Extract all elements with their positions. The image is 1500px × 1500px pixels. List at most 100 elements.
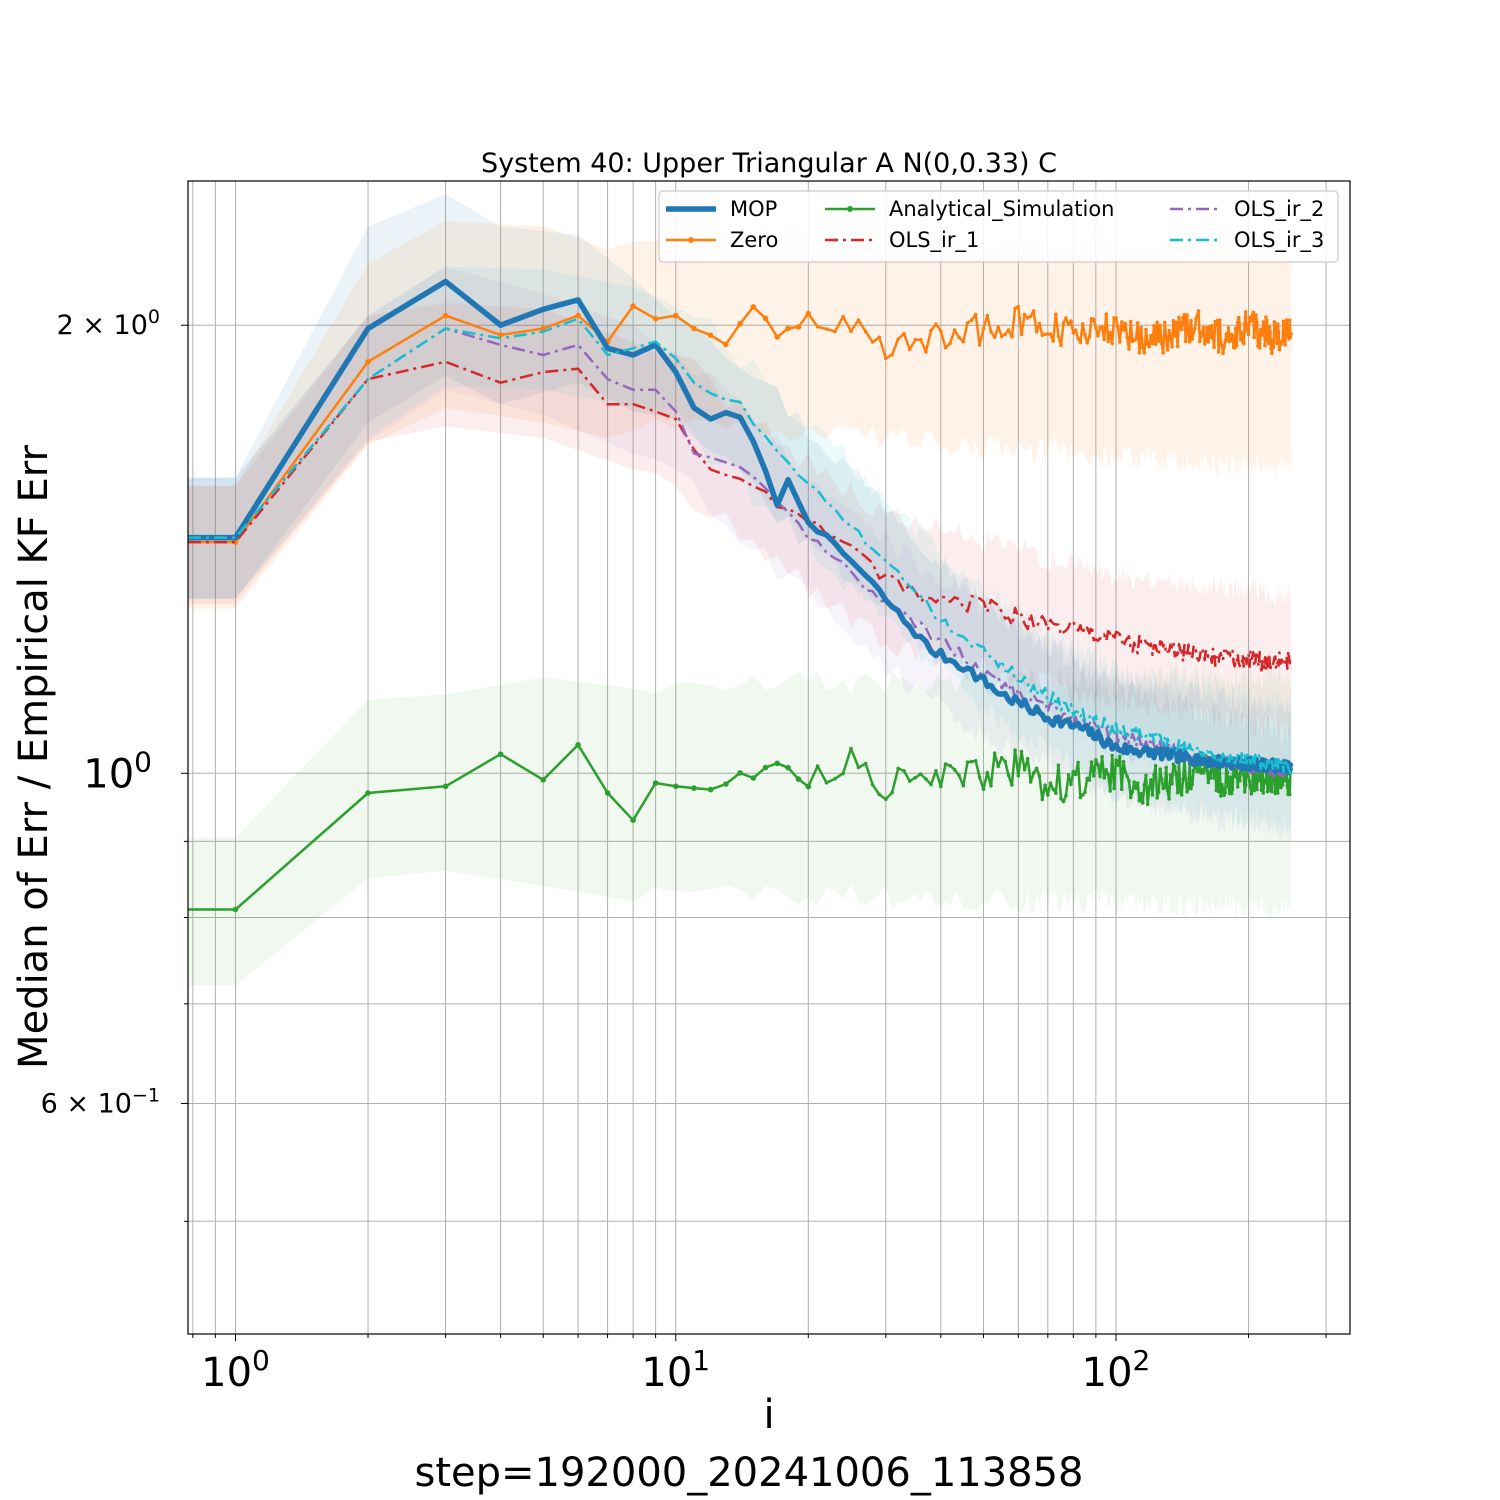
series-marker-zero <box>1217 318 1222 323</box>
series-marker-analytical-simulation <box>1270 789 1274 794</box>
series-marker-analytical-simulation <box>1190 782 1195 787</box>
legend-label-ols-ir-2: OLS_ir_2 <box>1234 197 1324 222</box>
series-marker-zero <box>1250 313 1255 317</box>
series-marker-analytical-simulation <box>1006 773 1011 777</box>
series-marker-zero <box>1206 340 1211 344</box>
series-marker-zero <box>1281 319 1286 324</box>
series-marker-analytical-simulation <box>1003 759 1007 764</box>
series-marker-zero <box>1175 344 1180 349</box>
series-marker-zero <box>1073 328 1078 332</box>
series-marker-zero <box>907 347 912 352</box>
series-marker-analytical-simulation <box>1164 765 1168 770</box>
series-marker-zero <box>1085 341 1089 345</box>
series-marker-zero <box>1142 351 1147 355</box>
series-marker-zero <box>1010 334 1014 339</box>
line-layer <box>188 278 1294 913</box>
series-marker-analytical-simulation <box>1230 787 1235 792</box>
series-marker-zero <box>1253 326 1257 330</box>
series-marker-analytical-simulation <box>1226 784 1231 789</box>
series-marker-analytical-simulation <box>1216 789 1221 794</box>
series-marker-analytical-simulation <box>673 783 679 790</box>
series-marker-zero <box>981 326 986 331</box>
series-marker-zero <box>1186 330 1191 335</box>
series-marker-zero <box>1236 315 1241 320</box>
series-marker-zero <box>1210 323 1214 328</box>
series-marker-zero <box>630 303 636 309</box>
series-marker-zero <box>1080 322 1085 326</box>
series-marker-zero <box>1190 337 1195 341</box>
series-marker-zero <box>1277 347 1282 352</box>
series-marker-zero <box>965 321 970 325</box>
series-marker-analytical-simulation <box>1276 780 1281 784</box>
series-marker-analytical-simulation <box>815 764 820 768</box>
series-marker-zero <box>1185 313 1189 317</box>
series-marker-zero <box>1271 345 1276 349</box>
series-marker-analytical-simulation <box>1102 776 1106 780</box>
series-marker-analytical-simulation <box>1112 786 1116 791</box>
series-marker-analytical-simulation <box>989 784 993 788</box>
series-marker-zero <box>870 340 875 344</box>
series-marker-zero <box>1171 318 1176 323</box>
series-marker-analytical-simulation <box>1156 790 1161 794</box>
series-marker-zero <box>1051 339 1055 343</box>
footer-caption: step=192000_20241006_113858 <box>414 1450 1083 1496</box>
series-marker-zero <box>1071 331 1076 335</box>
series-marker-analytical-simulation <box>1242 790 1247 794</box>
series-marker-zero <box>1161 351 1165 355</box>
series-marker-analytical-simulation <box>1162 785 1167 790</box>
series-marker-zero <box>1288 335 1293 340</box>
series-marker-zero <box>1167 328 1171 333</box>
series-marker-analytical-simulation <box>232 906 239 913</box>
series-marker-analytical-simulation <box>918 772 923 776</box>
legend-marker-analytical-simulation <box>847 206 853 212</box>
series-marker-zero <box>1006 328 1011 332</box>
series-marker-zero <box>934 322 938 326</box>
series-marker-analytical-simulation <box>1118 754 1122 759</box>
series-marker-analytical-simulation <box>774 760 780 767</box>
series-marker-zero <box>849 329 853 334</box>
series-marker-zero <box>1200 330 1205 334</box>
series-marker-analytical-simulation <box>1174 772 1178 777</box>
series-marker-zero <box>1195 313 1200 318</box>
series-marker-analytical-simulation <box>877 792 882 797</box>
series-marker-zero <box>707 332 714 339</box>
series-marker-zero <box>1116 324 1120 329</box>
series-marker-zero <box>1106 339 1110 344</box>
series-marker-analytical-simulation <box>1091 774 1096 778</box>
series-marker-zero <box>1226 326 1231 330</box>
series-marker-analytical-simulation <box>1232 771 1237 776</box>
series-marker-analytical-simulation <box>1178 789 1183 794</box>
series-marker-analytical-simulation <box>939 784 943 789</box>
series-marker-analytical-simulation <box>992 751 997 755</box>
series-marker-analytical-simulation <box>1237 778 1242 783</box>
series-marker-analytical-simulation <box>1135 781 1140 785</box>
series-marker-zero <box>996 325 1000 329</box>
series-marker-zero <box>1243 310 1248 314</box>
series-marker-analytical-simulation <box>1125 774 1129 779</box>
legend-label-ols-ir-3: OLS_ir_3 <box>1234 228 1324 253</box>
series-marker-zero <box>1174 320 1178 325</box>
series-marker-analytical-simulation <box>442 783 449 790</box>
series-marker-zero <box>1144 327 1148 332</box>
series-marker-analytical-simulation <box>1046 793 1050 797</box>
series-marker-analytical-simulation <box>1025 757 1030 761</box>
series-marker-analytical-simulation <box>1061 799 1066 804</box>
series-marker-analytical-simulation <box>575 742 581 748</box>
series-marker-analytical-simulation <box>1147 785 1152 790</box>
series-marker-zero <box>1094 326 1098 330</box>
series-marker-zero <box>1108 330 1112 335</box>
plot-frame <box>187 180 1351 1335</box>
series-marker-analytical-simulation <box>723 781 729 787</box>
series-marker-analytical-simulation <box>1110 753 1114 758</box>
series-marker-zero <box>961 339 966 344</box>
series-marker-zero <box>1076 336 1080 341</box>
series-marker-analytical-simulation <box>1153 764 1158 768</box>
series-marker-zero <box>1034 329 1039 334</box>
series-marker-analytical-simulation <box>1261 791 1266 795</box>
series-marker-zero <box>1061 321 1066 325</box>
series-marker-zero <box>497 332 504 338</box>
series-marker-zero <box>1254 313 1258 317</box>
series-marker-analytical-simulation <box>1034 766 1039 771</box>
series-marker-zero <box>737 320 743 327</box>
